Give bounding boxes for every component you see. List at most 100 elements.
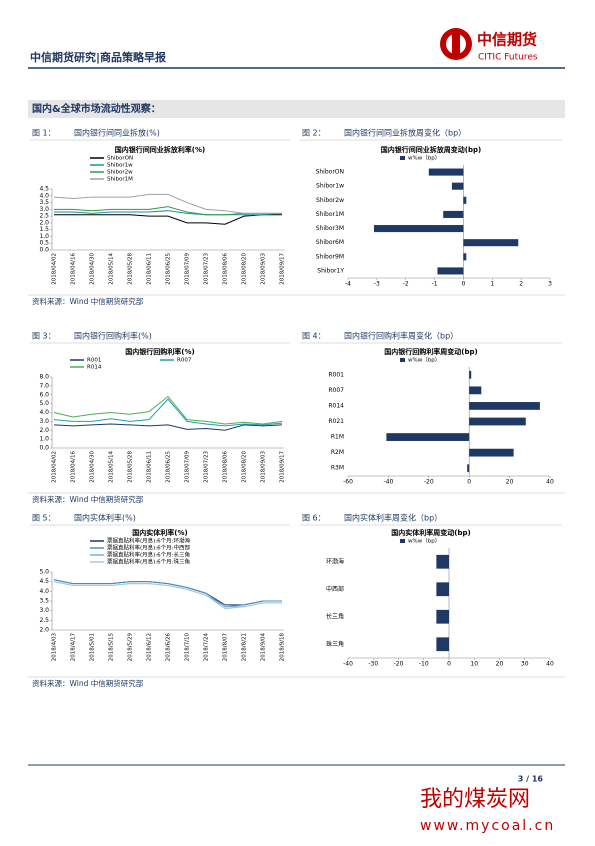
legend-label: Shibor1w — [107, 163, 133, 169]
y-tick-label: 0.0 — [39, 247, 49, 254]
y-tick-label: 7.0 — [39, 382, 49, 389]
y-tick-label: R3M — [331, 465, 344, 472]
bar — [469, 448, 514, 457]
y-tick-label: R014 — [328, 402, 344, 409]
x-tick-label: 2018/7/24 — [204, 633, 210, 662]
y-tick-label: 2.5 — [39, 213, 49, 220]
x-tick-label: 2018/05/28 — [128, 451, 134, 483]
bar — [469, 370, 472, 379]
chart-title: 国内银行间同业拆放利率(%) — [115, 145, 205, 154]
legend-label: w%w（bp） — [408, 155, 440, 162]
figure-label: 图 1： — [32, 129, 56, 138]
figure-label: 图 5： — [32, 514, 56, 523]
watermark-url: www.mycoal.cn — [420, 818, 555, 834]
legend-label: 票据直贴利率(月息):6个月:长三角 — [107, 551, 190, 559]
y-tick-label: R007 — [328, 387, 344, 394]
y-tick-label: 3.0 — [39, 418, 49, 425]
x-tick-label: -60 — [343, 479, 353, 486]
x-tick-label: -40 — [343, 661, 353, 668]
legend-label: ShiborON — [107, 156, 133, 162]
y-tick-label: 5.0 — [39, 400, 49, 407]
bar — [436, 582, 449, 597]
x-tick-label: 1 — [490, 281, 494, 288]
y-tick-label: 3.5 — [39, 598, 49, 605]
y-tick-label: 长三角 — [326, 612, 344, 620]
x-tick-label: 0 — [462, 281, 466, 288]
x-tick-label: 0 — [447, 661, 451, 668]
y-tick-label: R001 — [328, 371, 344, 378]
x-tick-label: 2018/5/01 — [90, 633, 96, 661]
series-line — [54, 214, 282, 225]
chart-title: 国内银行回购利率(%) — [125, 347, 194, 356]
y-tick-label: 5.0 — [39, 569, 49, 576]
x-tick-label: 2018/5/29 — [128, 633, 134, 662]
bar — [437, 267, 464, 275]
x-tick-label: 2018/05/28 — [128, 253, 134, 285]
legend-label: Shibor2w — [107, 170, 133, 176]
y-tick-label: 3.0 — [39, 206, 49, 213]
x-tick-label: 2018/7/10 — [185, 633, 191, 662]
y-tick-label: 3.0 — [39, 607, 49, 614]
x-tick-label: -3 — [374, 281, 380, 288]
y-tick-label: 2.0 — [39, 427, 49, 434]
chart-title: 国内实体利率周变动(bp) — [391, 528, 470, 537]
bar — [428, 168, 464, 176]
x-tick-label: 2018/09/03 — [261, 253, 267, 285]
x-tick-label: 2018/07/09 — [185, 451, 191, 483]
x-tick-label: 40 — [546, 479, 554, 486]
y-tick-label: 0.5 — [39, 240, 49, 247]
legend-label: R001 — [87, 358, 101, 364]
y-tick-label: R021 — [328, 418, 344, 425]
logo-en: CITIC Futures — [478, 53, 538, 63]
bar — [463, 239, 519, 247]
x-tick-label: 2018/4/17 — [71, 633, 77, 662]
x-tick-label: -30 — [368, 661, 378, 668]
legend-label: R014 — [87, 365, 102, 371]
y-tick-label: 6.0 — [39, 391, 49, 398]
x-tick-label: 40 — [546, 661, 554, 668]
figure-caption: 国内银行回购利率(%) — [74, 331, 152, 341]
x-tick-label: 10 — [470, 661, 478, 668]
x-tick-label: 2018/06/25 — [166, 253, 172, 285]
header-title: 中信期货研究|商品策略早报 — [30, 50, 167, 64]
section-bar — [28, 100, 565, 118]
x-tick-label: 2018/5/15 — [109, 633, 115, 662]
x-tick-label: 2018/07/23 — [204, 451, 210, 483]
y-tick-label: Shibor6M — [316, 239, 344, 246]
series-line — [53, 579, 282, 608]
x-tick-label: 2018/9/18 — [280, 633, 286, 662]
logo-cn: 中信期货 — [477, 31, 537, 49]
y-tick-label: 2.0 — [39, 219, 49, 226]
bar — [443, 210, 464, 218]
y-tick-label: Shibor1M — [316, 211, 344, 218]
legend-label: w%w（bp） — [408, 357, 440, 364]
x-tick-label: 30 — [521, 661, 529, 668]
series-line — [54, 210, 283, 216]
figure-caption: 国内银行回购利率周变化（bp） — [344, 331, 458, 341]
bar — [436, 554, 449, 569]
legend-label: Shibor1M — [107, 177, 133, 183]
x-tick-label: 2018/04/16 — [71, 253, 77, 285]
x-tick-label: 2 — [519, 281, 523, 288]
section-title: 国内&全球市场流动性观察： — [32, 102, 161, 115]
y-tick-label: R1M — [331, 434, 344, 441]
y-tick-label: 环渤海 — [326, 557, 344, 565]
y-tick-label: Shibor9M — [316, 253, 344, 260]
bar — [436, 609, 449, 624]
y-tick-label: 1.5 — [39, 226, 49, 233]
legend-label: w%w（bp） — [408, 538, 440, 545]
x-tick-label: 2018/6/12 — [147, 633, 153, 661]
x-tick-label: 0 — [467, 479, 471, 486]
x-tick-label: 2018/04/02 — [52, 451, 58, 483]
y-tick-label: Shibor2w — [316, 197, 344, 204]
x-tick-label: 2018/8/21 — [242, 633, 248, 661]
y-tick-label: ShiborON — [316, 169, 344, 176]
logo: 中信期货 CITIC Futures — [440, 28, 538, 63]
y-tick-label: 2.0 — [39, 627, 49, 634]
bar — [436, 637, 449, 652]
series-line — [53, 193, 282, 214]
y-tick-label: 中西部 — [326, 585, 344, 593]
bar — [386, 433, 470, 441]
x-tick-label: 2018/04/30 — [90, 451, 96, 483]
